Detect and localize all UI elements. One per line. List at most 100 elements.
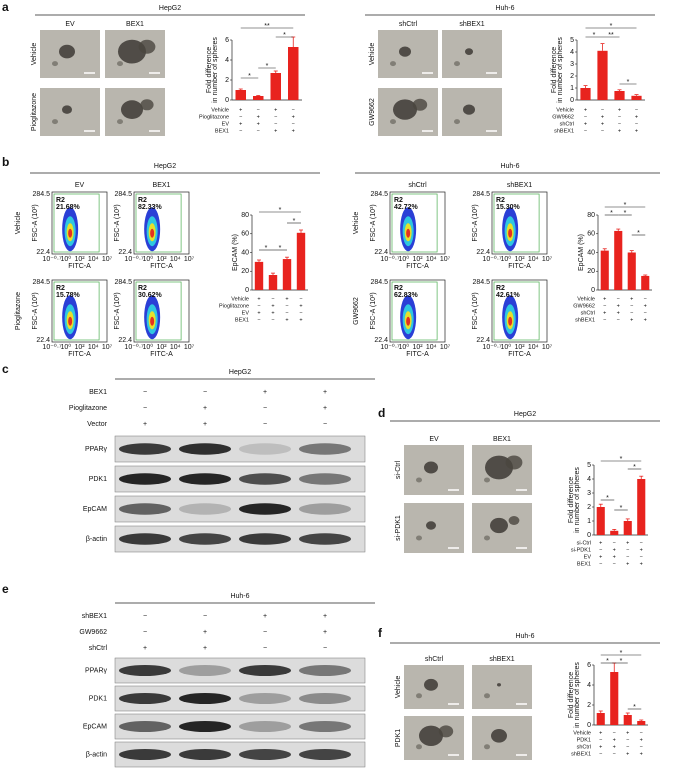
gate	[135, 281, 182, 341]
x-tick-label: 10⁴	[426, 256, 437, 263]
blot-band	[179, 503, 231, 515]
x-tick-label: 10⁷	[102, 256, 113, 263]
condition-label: BEX1	[215, 128, 229, 134]
condition-label: EV	[584, 554, 592, 560]
significance-label: *	[593, 32, 596, 39]
y-tick-label: 284.5	[472, 279, 490, 286]
blot-band	[119, 749, 171, 760]
condition-sign: +	[239, 107, 242, 113]
condition-sign: −	[613, 730, 616, 736]
significance-label: *	[624, 210, 627, 217]
x-tick-label: 10⁻⁰·⁷	[42, 343, 62, 351]
sphere	[393, 99, 417, 120]
x-axis-label: FITC-A	[150, 351, 173, 358]
x-tick-label: 10⁻⁰·⁷	[482, 255, 502, 263]
sphere	[497, 683, 501, 687]
sphere	[59, 44, 75, 59]
condition-sign: −	[618, 121, 621, 127]
condition-sign: −	[203, 613, 207, 620]
y-tick-label: 3	[587, 490, 591, 497]
bar	[580, 88, 591, 100]
flow-plot	[491, 191, 548, 255]
condition-sign: +	[603, 310, 606, 316]
gate	[391, 281, 438, 341]
condition-sign: +	[613, 737, 616, 743]
group-title: HepG2	[229, 369, 251, 376]
condition-sign: −	[599, 737, 602, 743]
condition-sign: −	[274, 114, 277, 120]
condition-sign: +	[618, 107, 621, 113]
gate-value: 15.30%	[496, 204, 521, 211]
condition-sign: −	[640, 540, 643, 546]
x-axis-label: FITC-A	[150, 263, 173, 270]
condition-sign: −	[203, 389, 207, 396]
significance-label: *	[606, 495, 609, 502]
condition-sign: +	[640, 737, 643, 743]
x-tick-label: 10⁻⁰·⁷	[380, 255, 400, 263]
bar	[235, 90, 246, 100]
x-tick-label: 10⁷	[440, 256, 451, 263]
condition-sign: +	[599, 554, 602, 560]
flow-plot	[133, 191, 190, 255]
significance-label: *	[637, 230, 640, 237]
condition-sign: +	[635, 128, 638, 134]
column-label: shCtrl	[399, 21, 418, 28]
gate-value: 21.68%	[56, 204, 81, 211]
blot-label: PPARγ	[85, 446, 108, 453]
condition-label: GW9662	[79, 629, 107, 636]
significance-label: **	[264, 23, 270, 30]
y-tick-label: 0	[587, 722, 591, 729]
bar	[614, 230, 623, 290]
condition-sign: −	[263, 629, 267, 636]
y-tick-label: 6	[587, 662, 591, 669]
condition-sign: +	[274, 107, 277, 113]
condition-sign: −	[644, 296, 647, 302]
significance-label: *	[633, 704, 636, 711]
sphere	[117, 119, 123, 125]
condition-sign: +	[323, 629, 327, 636]
condition-label: shBEX1	[575, 317, 595, 323]
micrograph	[442, 30, 502, 78]
condition-sign: +	[239, 121, 242, 127]
sphere	[399, 46, 411, 57]
condition-sign: +	[584, 121, 587, 127]
x-axis-label: FITC-A	[508, 351, 531, 358]
y-tick-label: 22.4	[476, 249, 490, 256]
sphere	[117, 61, 123, 67]
x-tick-label: 10⁰	[142, 255, 153, 263]
sphere	[62, 105, 72, 114]
condition-sign: −	[603, 317, 606, 323]
bar	[610, 672, 619, 725]
y-tick-label: 2	[587, 702, 591, 709]
condition-sign: −	[626, 554, 629, 560]
gate-name: R2	[496, 285, 505, 292]
condition-sign: +	[203, 645, 207, 652]
x-tick-label: 10⁴	[426, 344, 437, 351]
condition-sign: +	[599, 744, 602, 750]
y-axis-label: in number of spheres	[212, 37, 219, 103]
y-axis-label: in number of spheres	[574, 662, 581, 728]
blot-band	[239, 533, 291, 545]
bar	[253, 96, 264, 100]
blot-band	[299, 665, 351, 676]
x-tick-label: 10²	[412, 344, 423, 351]
y-axis-label: FSC-A (10³)	[114, 292, 121, 329]
condition-sign: +	[323, 405, 327, 412]
gate-name: R2	[138, 197, 147, 204]
x-axis-label: FITC-A	[406, 263, 429, 270]
condition-sign: +	[299, 303, 302, 309]
sphere	[416, 535, 422, 541]
condition-label: shCtrl	[581, 310, 595, 316]
condition-sign: −	[257, 107, 260, 113]
y-tick-label: 284.5	[114, 191, 132, 198]
y-axis-label: in number of spheres	[574, 467, 581, 533]
condition-sign: +	[263, 389, 267, 396]
y-tick-label: 2	[587, 504, 591, 511]
sphere	[416, 693, 422, 699]
gate	[135, 193, 182, 253]
condition-label: Vehicle	[573, 730, 591, 736]
y-tick-label: 284.5	[32, 279, 50, 286]
column-label: shCtrl	[425, 656, 444, 663]
